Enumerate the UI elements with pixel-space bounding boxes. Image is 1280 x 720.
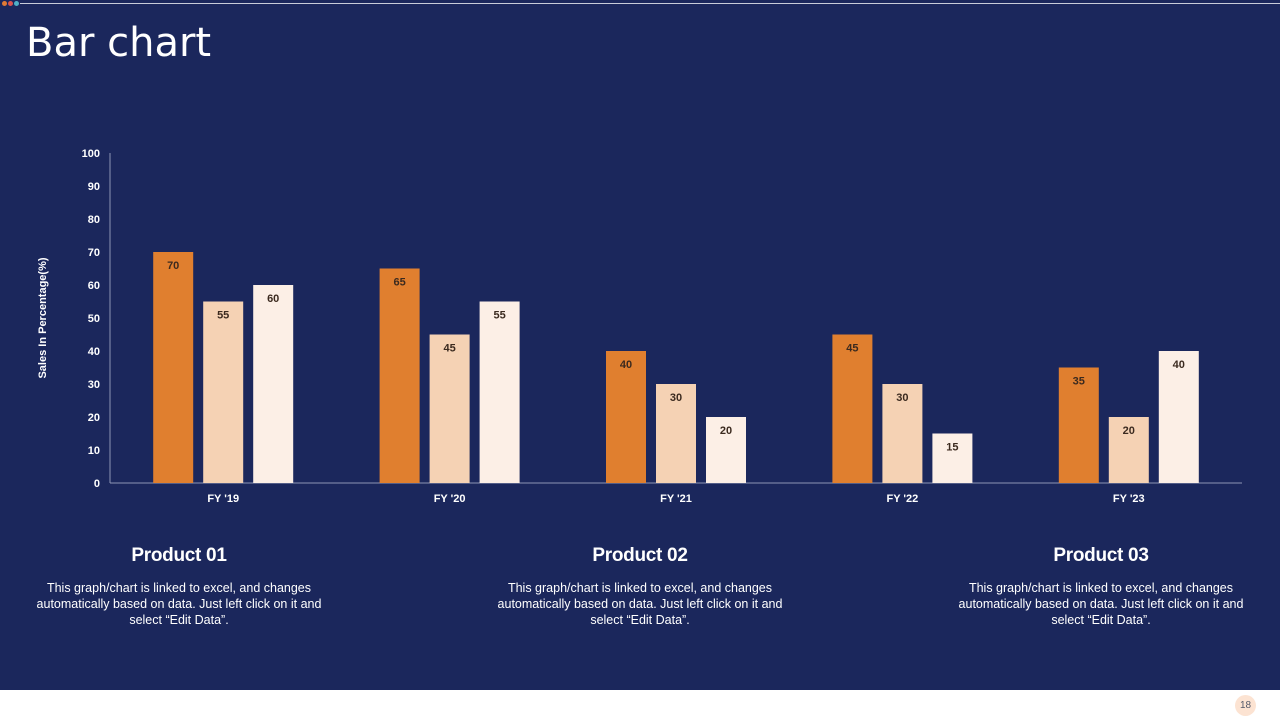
y-tick-label: 30	[88, 379, 100, 391]
bar	[153, 252, 194, 483]
bar-value-label: 35	[1073, 376, 1085, 388]
bar-value-label: 70	[167, 260, 179, 272]
bar	[429, 334, 470, 483]
bar-value-label: 15	[946, 442, 958, 454]
product-01-description: This graph/chart is linked to excel, and…	[36, 581, 322, 627]
bar-value-label: 30	[896, 392, 908, 404]
product-02-description: This graph/chart is linked to excel, and…	[497, 581, 783, 627]
bar-value-label: 45	[443, 343, 455, 355]
bar-value-label: 20	[720, 425, 732, 437]
bar-value-label: 30	[670, 392, 682, 404]
bar	[203, 301, 244, 483]
bar	[379, 268, 420, 483]
bar-value-label: 45	[846, 343, 858, 355]
bar-chart[interactable]: 0 10 20 30 40 50 60 70 80 90 100 Sales In Percentag…	[0, 0, 1280, 690]
bar	[1058, 367, 1099, 483]
y-tick-label: 100	[82, 148, 100, 160]
y-tick-label: 60	[88, 280, 100, 292]
y-tick-label: 10	[88, 445, 100, 457]
footer	[0, 690, 1280, 720]
product-02-block: Product 02 This graph/chart is linked to…	[490, 545, 790, 628]
bar	[706, 417, 746, 483]
bar-value-label: 40	[1173, 359, 1185, 371]
bar	[932, 433, 973, 483]
bar-value-label: 65	[393, 277, 405, 289]
bar	[1108, 417, 1149, 483]
x-tick-label: FY '23	[1113, 493, 1145, 505]
y-tick-label: 90	[88, 181, 100, 193]
x-tick-label: FY '20	[434, 493, 466, 505]
y-tick-label: 0	[94, 478, 100, 490]
product-01-block: Product 01 This graph/chart is linked to…	[29, 545, 329, 628]
page-number-badge: 18	[1235, 695, 1256, 716]
y-tick-label: 20	[88, 412, 100, 424]
x-tick-label: FY '21	[660, 493, 692, 505]
bar-value-label: 55	[493, 310, 505, 322]
bar-value-label: 20	[1123, 425, 1135, 437]
x-tick-label: FY '19	[207, 493, 239, 505]
y-tick-label: 50	[88, 313, 100, 325]
bar	[479, 301, 520, 483]
bar	[253, 285, 294, 483]
y-axis-label: Sales In Percentage(%)	[37, 257, 49, 378]
bar	[606, 351, 646, 483]
bar	[882, 384, 923, 483]
accent-dot	[8, 1, 13, 6]
bar-value-label: 60	[267, 293, 279, 305]
bar	[656, 384, 696, 483]
bar	[832, 334, 873, 483]
product-02-title: Product 02	[592, 545, 688, 566]
product-03-title: Product 03	[1053, 545, 1149, 566]
top-divider	[20, 3, 1280, 4]
bar-value-label: 55	[217, 310, 229, 322]
product-03-block: Product 03 This graph/chart is linked to…	[951, 545, 1251, 628]
product-01-title: Product 01	[131, 545, 227, 566]
slide: Bar chart 0 10 20 30 40 50 60 70 80 90 100 Sales In…	[0, 0, 1280, 690]
product-03-description: This graph/chart is linked to excel, and…	[958, 581, 1244, 627]
y-tick-label: 80	[88, 214, 100, 226]
x-tick-label: FY '22	[887, 493, 919, 505]
bar	[1158, 351, 1199, 483]
accent-dot	[14, 1, 19, 6]
slide-title: Bar chart	[26, 20, 212, 66]
accent-dot	[2, 1, 7, 6]
y-tick-label: 70	[88, 247, 100, 259]
bar-value-label: 40	[620, 359, 632, 371]
y-tick-label: 40	[88, 346, 100, 358]
